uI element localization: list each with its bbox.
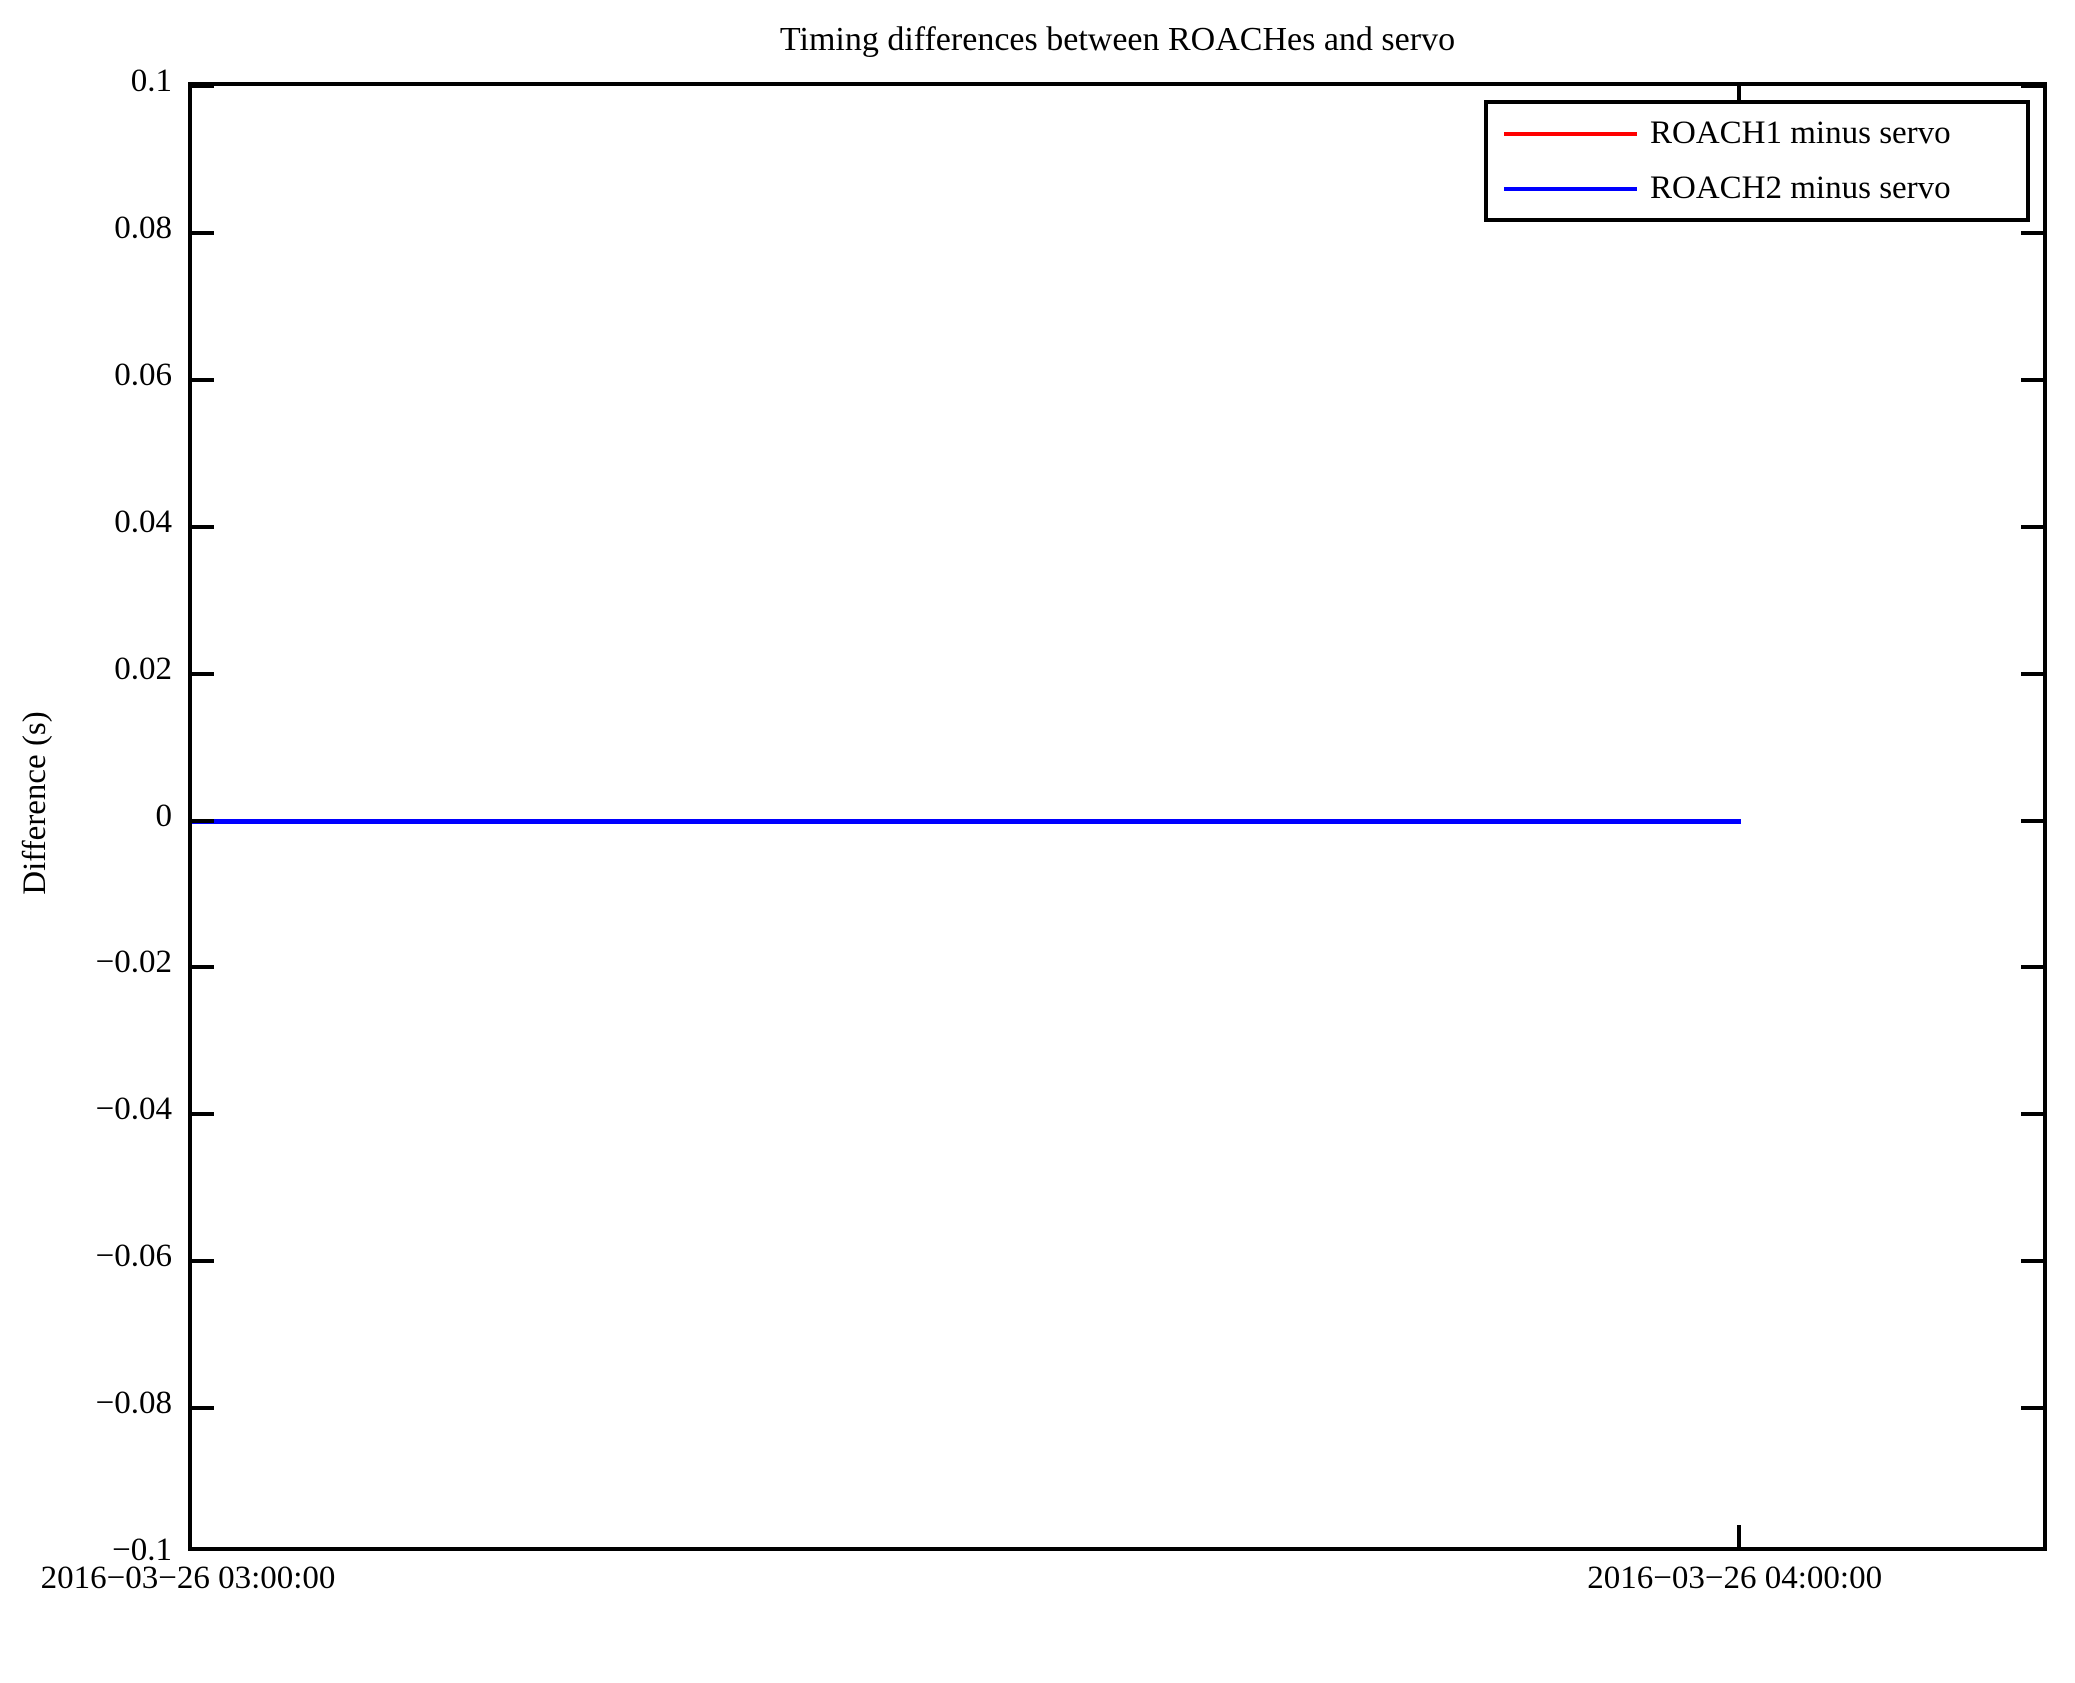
y-axis-tick-right [2021, 377, 2043, 382]
y-axis-tick-label: −0.06 [95, 1238, 172, 1275]
y-axis-tick-label: −0.02 [95, 944, 172, 981]
y-axis-tick-left [192, 818, 214, 823]
y-axis-tick-right [2021, 965, 2043, 970]
y-axis-tick-right [2021, 1406, 2043, 1411]
y-axis-tick-label: 0.04 [114, 503, 172, 540]
y-axis-tick-label: 0.06 [114, 356, 172, 393]
y-axis-tick-right [2021, 1259, 2043, 1264]
y-axis-tick-label: −0.1 [112, 1532, 172, 1568]
y-axis-tick-left [192, 377, 214, 382]
x-axis-tick-label: 2016−03−26 03:00:00 [40, 1560, 336, 1596]
y-axis-tick-label: 0.02 [114, 650, 172, 687]
series-line-roach2-minus-servo [192, 818, 1741, 824]
y-axis-tick-label: −0.04 [95, 1091, 172, 1128]
y-axis-tick-left [192, 1406, 214, 1411]
x-axis-tick-top [1736, 86, 1741, 108]
legend-entry-roach1[interactable]: ROACH1 minus servo [1488, 107, 2026, 162]
y-axis-tick-left [192, 524, 214, 529]
y-axis-tick-label-group: 0.1 0.08 0.06 0.04 0.02 0 −0.02 −0.04 −0.06 −0.08… [0, 0, 172, 1683]
y-axis-tick-right [2021, 671, 2043, 676]
y-axis-tick-right [2021, 230, 2043, 235]
y-axis-tick-left [192, 965, 214, 970]
y-axis-tick-right [2021, 86, 2043, 88]
x-axis-tick-bottom [1736, 1525, 1741, 1547]
plot-inner [192, 86, 2043, 1547]
y-axis-tick-left [192, 671, 214, 676]
y-axis-tick-left [192, 1259, 214, 1264]
chart-title: Timing differences between ROACHes and s… [779, 21, 1456, 58]
legend-box[interactable]: ROACH1 minus servo ROACH2 minus servo [1484, 100, 2030, 222]
x-axis-tick-label: 2016−03−26 04:00:00 [1587, 1560, 1883, 1596]
y-axis-tick-left [192, 230, 214, 235]
legend-label-roach2: ROACH2 minus servo [1650, 170, 1951, 206]
legend-swatch-icon-roach2 [1504, 187, 1637, 191]
y-axis-tick-label: 0.1 [130, 63, 172, 99]
y-axis-tick-right [2021, 818, 2043, 823]
legend-entry-roach2[interactable]: ROACH2 minus servo [1488, 162, 2026, 217]
y-axis-tick-right [2021, 524, 2043, 529]
y-axis-tick-left [192, 1112, 214, 1117]
plot-area[interactable] [188, 82, 2047, 1551]
legend-swatch-icon-roach1 [1504, 132, 1637, 136]
legend-label-roach1: ROACH1 minus servo [1650, 115, 1951, 151]
y-axis-tick-right [2021, 1112, 2043, 1117]
y-axis-tick-label: 0.08 [114, 209, 172, 246]
y-axis-tick-label: −0.08 [95, 1385, 172, 1422]
y-axis-tick-left [192, 86, 214, 88]
y-axis-tick-label: 0 [155, 797, 173, 834]
